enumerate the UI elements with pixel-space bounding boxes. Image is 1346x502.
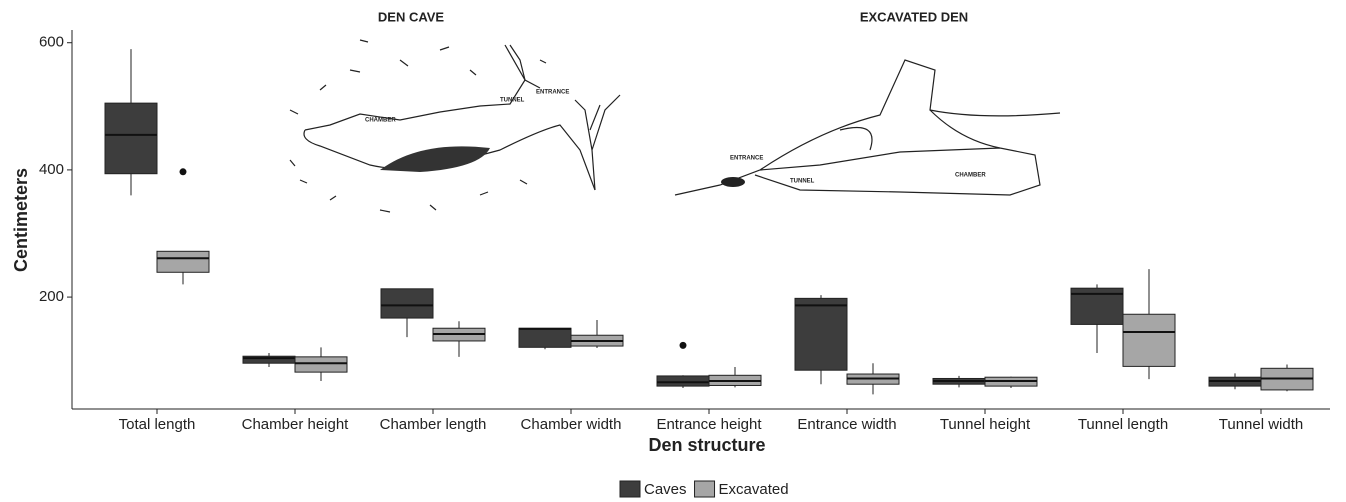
inset-label: TUNNEL (790, 179, 815, 185)
cave-sketch (289, 39, 547, 213)
box (156, 250, 210, 273)
y-tick-label: 600 (39, 34, 64, 51)
box (656, 375, 710, 387)
x-tick-label: Total length (119, 416, 196, 433)
excavated-entrance (721, 177, 745, 187)
inset-den-cave (240, 0, 648, 288)
x-tick-label: Chamber height (242, 416, 350, 433)
legend-label: Excavated (719, 481, 789, 498)
inset-label: TUNNEL (500, 98, 525, 104)
x-tick-label: Tunnel height (940, 416, 1031, 433)
inset-label: ENTRANCE (730, 156, 763, 162)
y-axis-title: Centimeters (11, 168, 31, 272)
inset-label: CHAMBER (365, 118, 396, 124)
box (104, 102, 158, 175)
x-axis-title: Den structure (648, 435, 765, 455)
cave-tree (504, 44, 621, 191)
box (380, 288, 434, 319)
inset-label: CHAMBER (955, 173, 986, 179)
outlier (179, 168, 187, 176)
box (794, 297, 848, 371)
x-tick-label: Chamber length (380, 416, 487, 433)
y-tick-label: 200 (39, 288, 64, 305)
inset-title: EXCAVATED DEN (860, 9, 968, 24)
box (1122, 313, 1176, 367)
x-tick-label: Tunnel width (1219, 416, 1304, 433)
cave-chamber (380, 146, 490, 172)
x-tick-label: Tunnel length (1078, 416, 1168, 433)
box (294, 356, 348, 373)
legend-swatch (694, 480, 716, 498)
x-tick-label: Entrance height (656, 416, 762, 433)
inset-label: ENTRANCE (536, 90, 569, 96)
excavated-sketch (674, 59, 1061, 196)
legend-label: Caves (644, 481, 687, 498)
box (518, 327, 572, 348)
y-tick-label: 400 (39, 161, 64, 178)
x-tick-label: Entrance width (797, 416, 896, 433)
outlier (679, 341, 687, 349)
insets: DEN CAVE CHAMBER TUNNEL ENTRANCE EXCAVAT… (240, 0, 1061, 288)
x-tick-label: Chamber width (521, 416, 622, 433)
legend-swatch (619, 480, 641, 498)
inset-title: DEN CAVE (378, 9, 445, 24)
